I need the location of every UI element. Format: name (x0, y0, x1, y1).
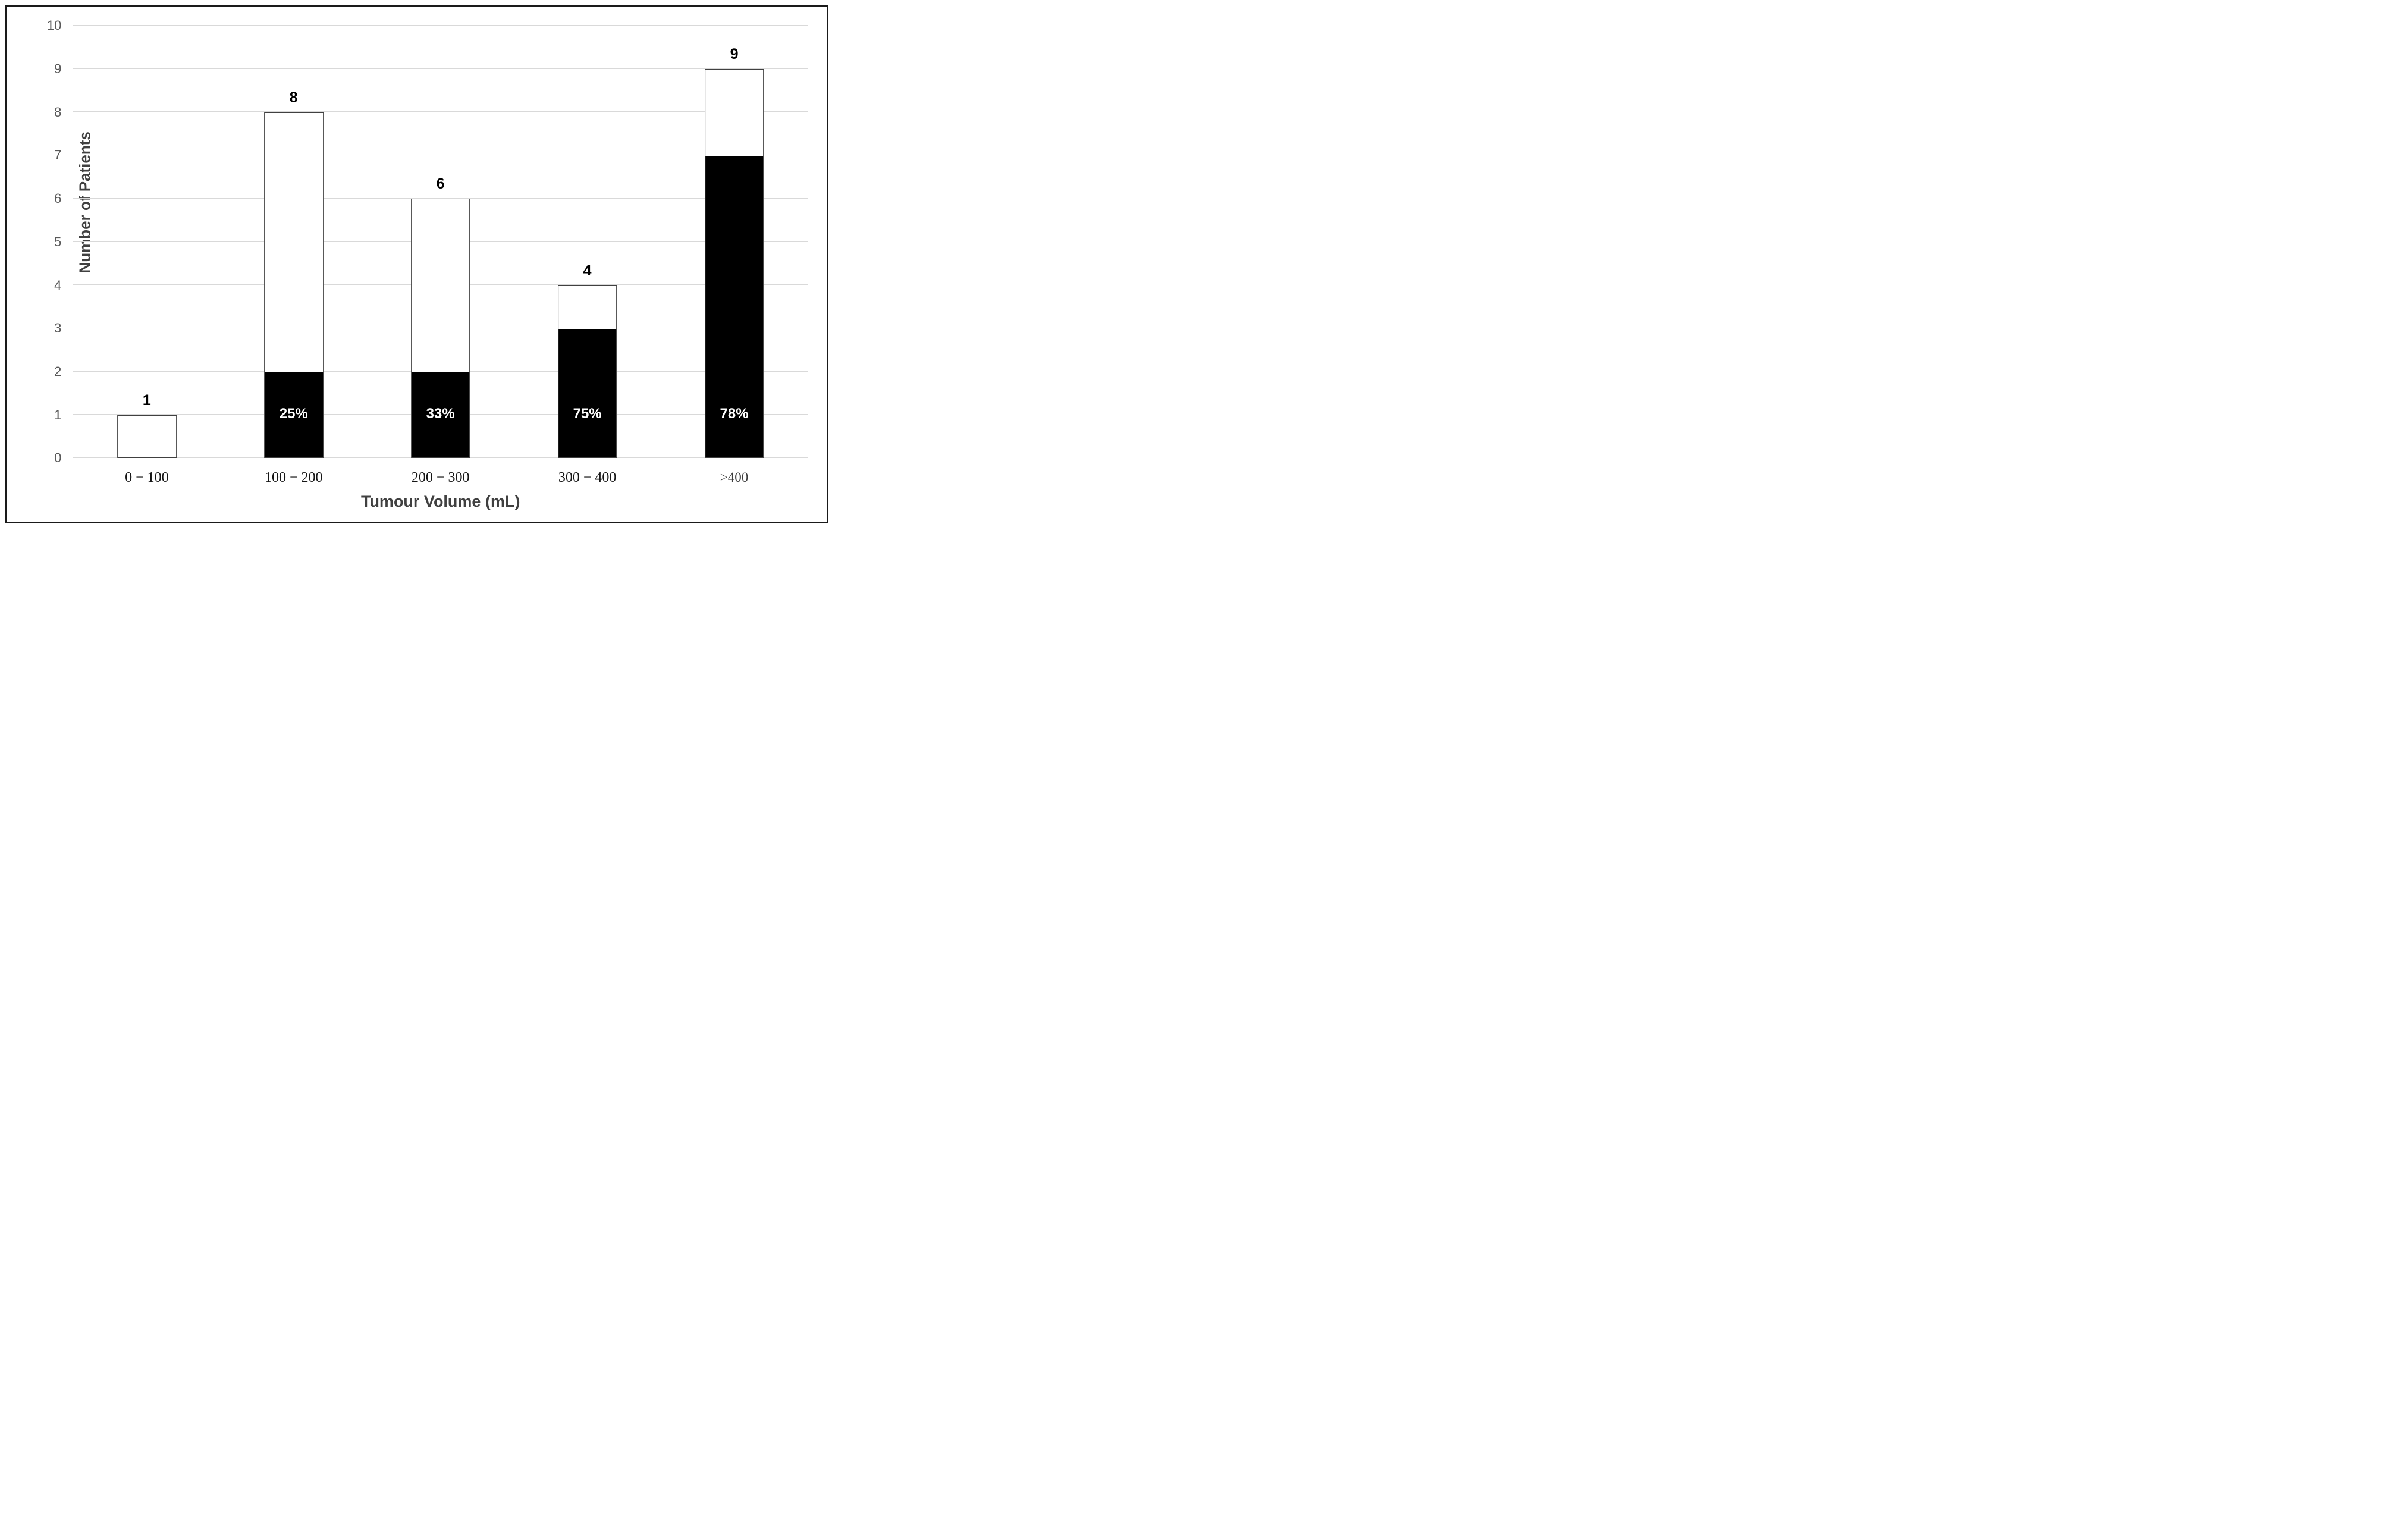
gridline-y-8 (73, 111, 808, 112)
bar-2-total-label: 8 (289, 89, 298, 106)
x-tick-label-4: 300 − 400 (558, 470, 617, 486)
bar-4 (557, 285, 617, 459)
bar-3 (410, 199, 470, 459)
bar-4-percent-label: 75% (573, 405, 602, 422)
bar-5-total-label: 9 (730, 45, 739, 62)
bar-3-percent-label: 33% (426, 405, 455, 422)
bar-1 (117, 415, 177, 459)
y-tick-label-2: 2 (54, 363, 62, 379)
gridline-y-9 (73, 68, 808, 69)
bar-2-black-segment (264, 371, 323, 458)
x-tick-label-5: >400 (720, 470, 749, 485)
y-tick-label-4: 4 (54, 277, 62, 293)
y-tick-label-10: 10 (46, 18, 62, 33)
x-tick-label-1: 0 − 100 (125, 470, 169, 486)
bar-4-total-label: 4 (583, 262, 592, 279)
bar-5-black-segment (705, 155, 764, 458)
bar-2 (263, 112, 324, 459)
x-tick-label-2: 100 − 200 (264, 470, 323, 486)
category-slot-1: 1 0 − 100 (73, 26, 220, 485)
bar-5-percent-label: 78% (720, 405, 749, 422)
y-tick-label-7: 7 (54, 148, 62, 163)
category-slot-3: 6 33% 200 − 300 (367, 26, 514, 485)
y-tick-label-6: 6 (54, 191, 62, 206)
y-tick-label-8: 8 (54, 104, 62, 120)
gridline-y-6 (73, 197, 808, 199)
x-tick-label-3: 200 − 300 (411, 470, 470, 486)
category-slot-4: 4 75% 300 − 400 (514, 26, 661, 485)
y-tick-label-9: 9 (54, 61, 62, 76)
y-tick-label-5: 5 (54, 234, 62, 249)
category-slot-2: 8 25% 100 − 200 (220, 26, 367, 485)
bar-2-percent-label: 25% (279, 405, 308, 422)
x-axis-title: Tumour Volume (mL) (360, 492, 520, 511)
bar-3-black-segment (411, 371, 470, 458)
gridline-y-10 (73, 24, 808, 26)
category-slot-5: 9 78% >400 (661, 26, 808, 485)
bar-3-total-label: 6 (436, 175, 445, 193)
bar-1-total-label: 1 (142, 391, 151, 409)
gridline-y-7 (73, 154, 808, 156)
plot-area: Tumour Volume (mL) 0 1 2 3 4 5 6 7 8 9 10 1 0 − 100 8… (47, 18, 808, 510)
y-tick-label-3: 3 (54, 321, 62, 336)
bar-5 (704, 68, 764, 459)
y-tick-label-0: 0 (54, 450, 62, 466)
y-tick-label-1: 1 (54, 407, 62, 422)
bar-4-black-segment (558, 328, 617, 458)
